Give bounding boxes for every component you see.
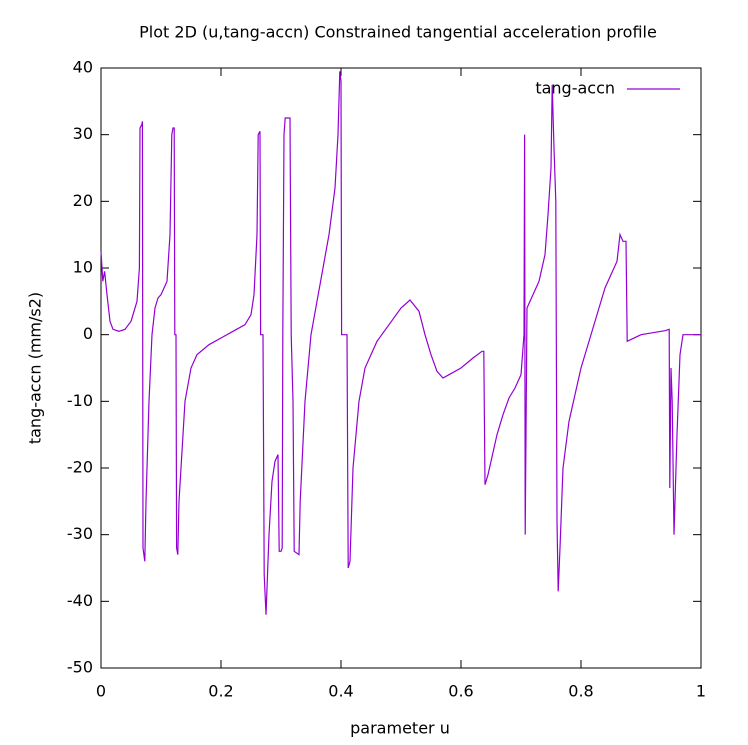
y-tick-label: -10 [67, 391, 93, 410]
data-line [100, 71, 701, 615]
y-tick-label: 0 [83, 324, 93, 343]
plot-frame [100, 67, 702, 669]
y-axis-label: tang-accn (mm/s2) [26, 292, 45, 444]
x-tick-label: 0.6 [448, 682, 473, 701]
y-tick-label: -50 [67, 658, 93, 677]
x-tick-label: 0 [96, 682, 106, 701]
y-tick-label: 20 [73, 191, 93, 210]
chart-title: Plot 2D (u,tang-accn) Constrained tangen… [139, 23, 657, 42]
x-tick-label: 0.2 [208, 682, 233, 701]
y-tick-label: 30 [73, 124, 93, 143]
y-tick-label: -20 [67, 458, 93, 477]
x-tick-label: 0.4 [328, 682, 353, 701]
y-tick-label: -30 [67, 524, 93, 543]
y-tick-label: -40 [67, 591, 93, 610]
legend-label: tang-accn [535, 79, 615, 98]
y-tick-label: 10 [73, 258, 93, 277]
y-tick-label: 40 [73, 58, 93, 77]
x-tick-label: 1 [696, 682, 706, 701]
x-tick-label: 0.8 [568, 682, 593, 701]
x-axis-label: parameter u [350, 719, 450, 738]
